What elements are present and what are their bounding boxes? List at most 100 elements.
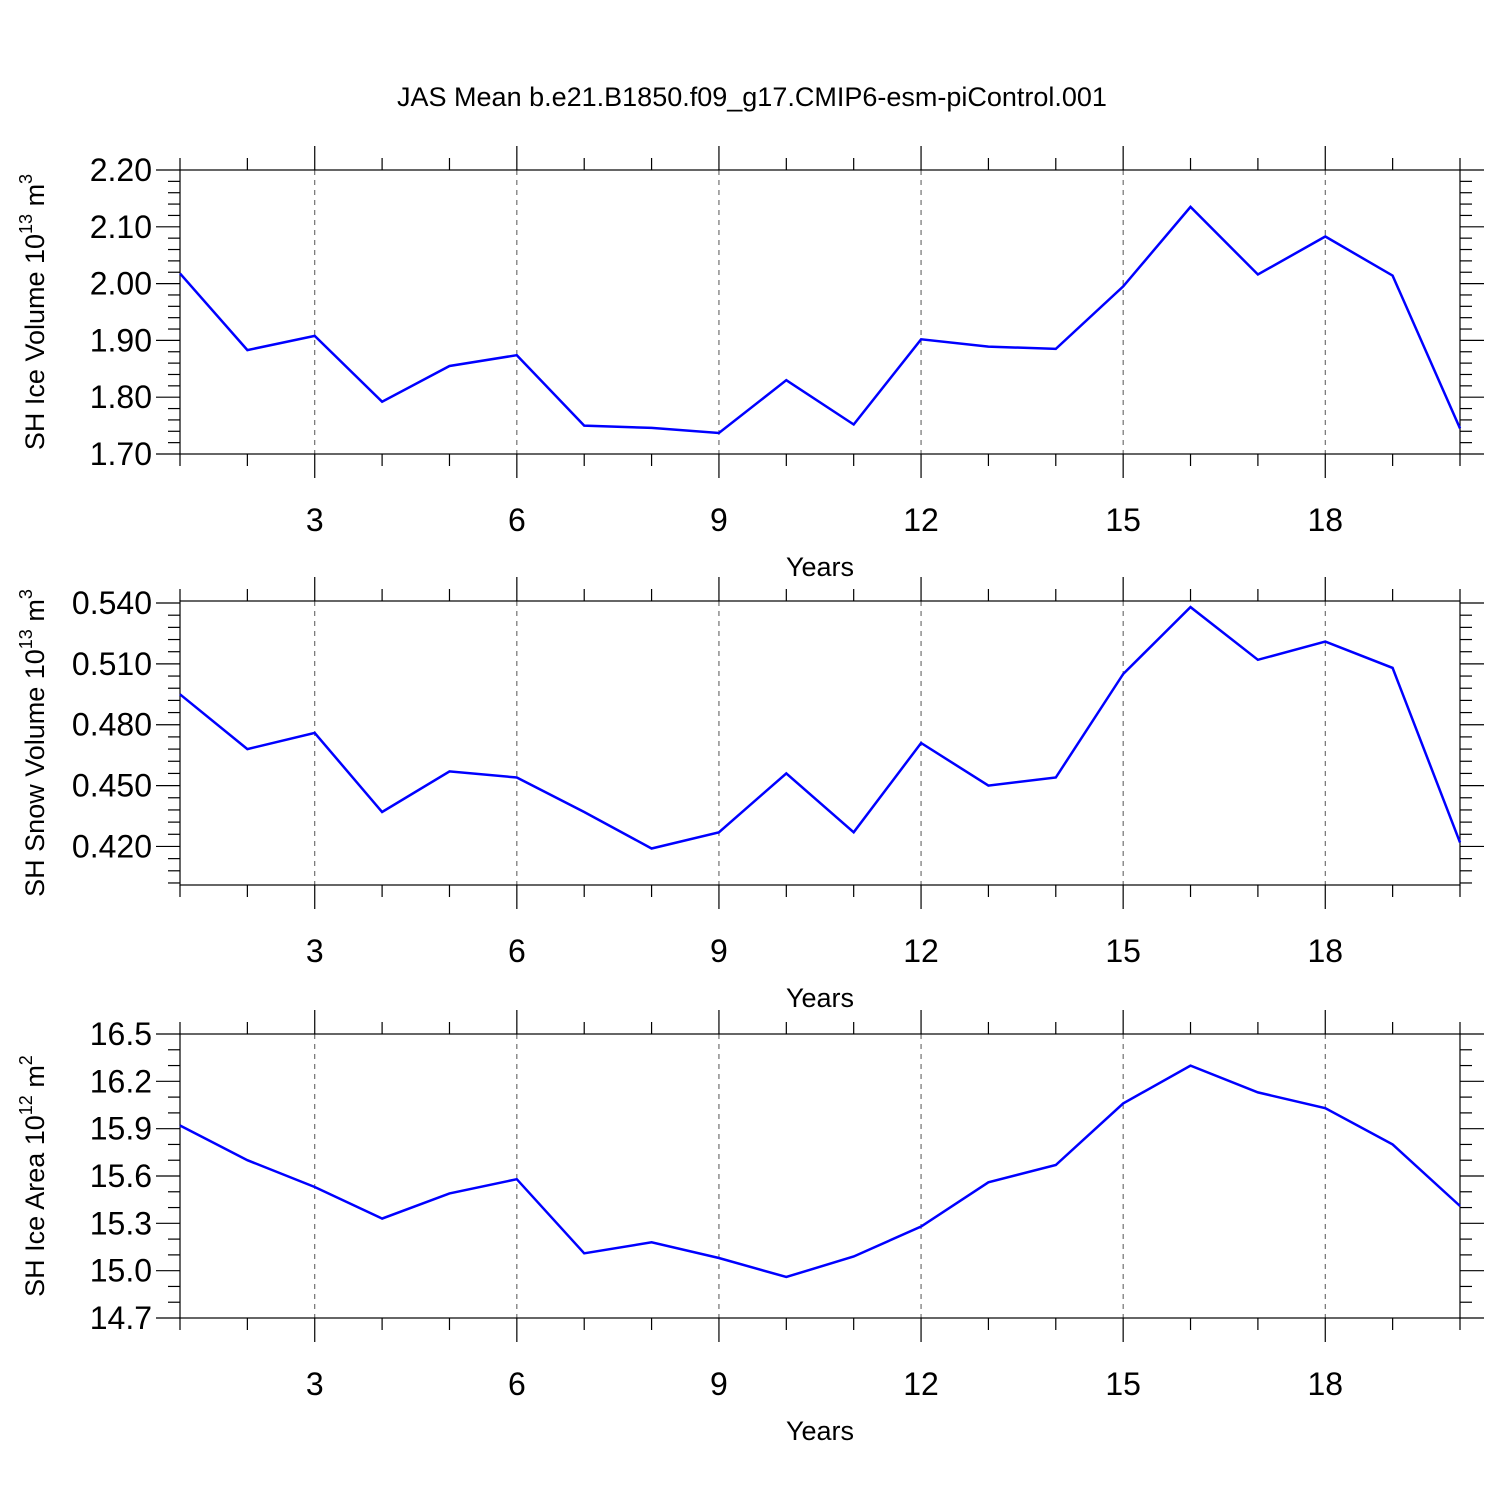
data-point-year-8 (650, 1240, 654, 1244)
y-axis-label: SH Snow Volume 1013 m3 (16, 589, 50, 897)
data-point-year-20 (1458, 840, 1462, 844)
y-tick-label: 15.0 (90, 1253, 152, 1289)
y-tick-label: 15.9 (90, 1111, 152, 1147)
data-point-year-14 (1054, 775, 1058, 779)
data-point-year-15 (1121, 1101, 1125, 1105)
y-tick-label: 0.540 (72, 585, 152, 621)
data-point-year-17 (1256, 658, 1260, 662)
data-point-year-8 (650, 426, 654, 430)
data-point-year-7 (582, 1251, 586, 1255)
x-tick-label: 3 (306, 1366, 324, 1402)
data-point-year-13 (986, 345, 990, 349)
y-tick-label: 1.80 (90, 379, 152, 415)
plot-frame (179, 1033, 1461, 1319)
data-point-year-14 (1054, 1163, 1058, 1167)
data-point-year-2 (245, 1158, 249, 1162)
data-point-year-3 (313, 731, 317, 735)
data-point-year-16 (1189, 1064, 1193, 1068)
x-axis-label: Years (786, 983, 854, 1013)
data-point-year-4 (380, 1217, 384, 1221)
y-tick-label: 2.10 (90, 209, 152, 245)
data-point-year-20 (1458, 1204, 1462, 1208)
y-axis-label: SH Ice Volume 1013 m3 (16, 174, 50, 450)
plot-frame (179, 169, 1461, 455)
data-point-year-11 (852, 1254, 856, 1258)
data-point-year-6 (515, 1177, 519, 1181)
x-tick-label: 15 (1105, 933, 1141, 969)
data-point-year-14 (1054, 347, 1058, 351)
data-point-year-10 (784, 378, 788, 382)
data-point-year-8 (650, 846, 654, 850)
data-point-year-17 (1256, 1090, 1260, 1094)
x-tick-label: 6 (508, 502, 526, 538)
data-point-year-18 (1323, 1106, 1327, 1110)
data-point-year-11 (852, 422, 856, 426)
y-tick-label: 0.480 (72, 707, 152, 743)
data-point-year-4 (380, 810, 384, 814)
x-tick-label: 15 (1105, 1366, 1141, 1402)
data-point-year-13 (986, 784, 990, 788)
data-point-year-6 (515, 353, 519, 357)
y-tick-label: 0.510 (72, 646, 152, 682)
data-point-year-15 (1121, 284, 1125, 288)
data-point-year-7 (582, 810, 586, 814)
data-point-year-9 (717, 1256, 721, 1260)
data-point-year-4 (380, 400, 384, 404)
data-point-year-6 (515, 775, 519, 779)
y-tick-label: 16.5 (90, 1016, 152, 1052)
data-point-year-10 (784, 771, 788, 775)
data-point-year-18 (1323, 234, 1327, 238)
plot-frame (179, 600, 1461, 886)
data-point-year-12 (919, 337, 923, 341)
x-axis-label: Years (786, 1416, 854, 1446)
y-tick-label: 16.2 (90, 1063, 152, 1099)
series-line (179, 605, 1462, 850)
panel-ice-area: 3 6 9 12 15 18 14.7 15.0 15.3 15.6 15.9 16.2 16.5 Yea… (16, 1010, 1484, 1446)
y-tick-label: 2.20 (90, 152, 152, 188)
data-point-year-17 (1256, 273, 1260, 277)
y-tick-label: 14.7 (90, 1300, 152, 1336)
series-line (179, 1064, 1461, 1279)
data-point-year-20 (1458, 426, 1462, 430)
y-tick-label: 0.420 (72, 828, 152, 864)
data-point-year-9 (717, 431, 721, 435)
data-point-year-2 (245, 348, 249, 352)
x-tick-label: 18 (1307, 933, 1343, 969)
x-tick-label: 6 (508, 1366, 526, 1402)
series-line (179, 205, 1462, 435)
data-point-year-7 (582, 424, 586, 428)
data-point-year-3 (313, 1185, 317, 1189)
data-point-year-1 (178, 1124, 182, 1128)
data-point-year-5 (447, 1191, 451, 1195)
y-tick-label: 0.450 (72, 768, 152, 804)
data-point-year-1 (178, 692, 182, 696)
panel-snow-volume: 3 6 9 12 15 18 0.420 0.450 0.480 0.510 0.540 Years S… (16, 577, 1484, 1013)
x-tick-label: 12 (903, 502, 939, 538)
x-tick-label: 6 (508, 933, 526, 969)
x-tick-label: 9 (710, 933, 728, 969)
panel-ice-volume: 3 6 9 12 15 18 1.70 1.80 1.90 2.00 2.10 2.20 Years SH… (16, 146, 1484, 582)
x-tick-label: 12 (903, 933, 939, 969)
data-point-year-9 (717, 830, 721, 834)
data-point-year-5 (447, 364, 451, 368)
chart-title: JAS Mean b.e21.B1850.f09_g17.CMIP6-esm-p… (397, 82, 1107, 112)
x-tick-label: 12 (903, 1366, 939, 1402)
x-tick-label: 9 (710, 502, 728, 538)
x-tick-label: 3 (306, 933, 324, 969)
data-point-year-19 (1391, 1142, 1395, 1146)
data-point-year-19 (1391, 274, 1395, 278)
x-tick-label: 18 (1307, 1366, 1343, 1402)
data-point-year-2 (245, 747, 249, 751)
data-point-year-3 (313, 334, 317, 338)
data-point-year-16 (1189, 605, 1193, 609)
x-tick-label: 15 (1105, 502, 1141, 538)
x-tick-label: 18 (1307, 502, 1343, 538)
data-point-year-19 (1391, 666, 1395, 670)
data-point-year-5 (447, 769, 451, 773)
y-tick-label: 15.3 (90, 1205, 152, 1241)
y-tick-label: 2.00 (90, 266, 152, 302)
data-point-year-11 (852, 830, 856, 834)
data-point-year-12 (919, 1224, 923, 1228)
y-axis-label: SH Ice Area 1012 m2 (16, 1055, 50, 1297)
